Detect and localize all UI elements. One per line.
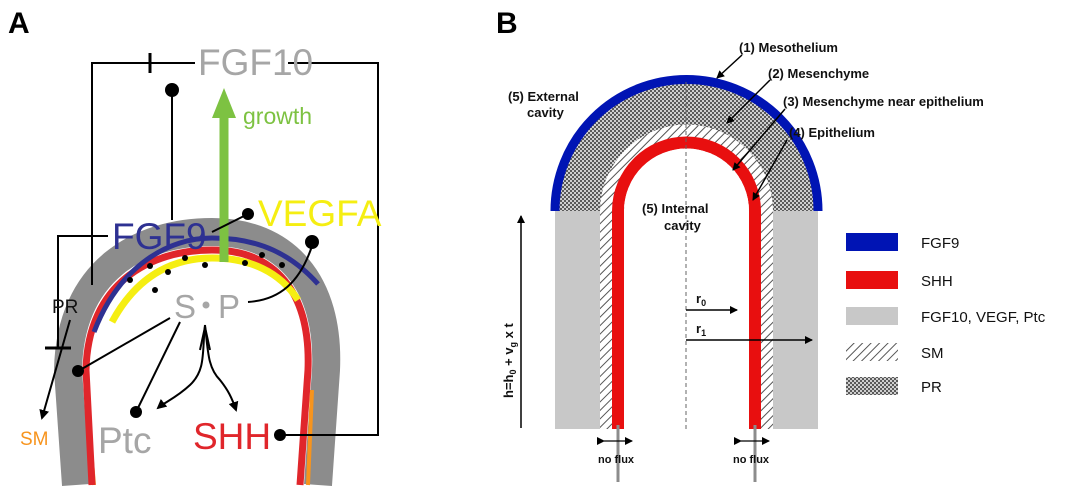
r1-label: r1 bbox=[696, 321, 706, 338]
no-flux-left-label: no flux bbox=[598, 454, 635, 466]
epithelium-pointer bbox=[752, 139, 788, 201]
legend-swatch-shh bbox=[846, 271, 898, 289]
fgf9-mesothelium-arc bbox=[550, 75, 823, 212]
legend-label-shh: SHH bbox=[921, 273, 953, 290]
fgf9-blue-layer bbox=[91, 235, 320, 333]
legend-swatch-fgf9 bbox=[846, 233, 898, 251]
external-cavity-label-1: (5) External bbox=[508, 89, 579, 104]
r0-label: r0 bbox=[696, 291, 706, 308]
legend-swatch-pr bbox=[846, 377, 898, 395]
growth-label: growth bbox=[243, 103, 312, 129]
legend-label-pr: PR bbox=[921, 379, 942, 396]
legend: FGF9 SHH FGF10, VEGF, Ptc SM PR bbox=[846, 233, 1046, 396]
fgf10-node-dot bbox=[165, 83, 179, 97]
no-flux-right-label: no flux bbox=[733, 454, 770, 466]
vegfa-to-p-line bbox=[247, 245, 313, 303]
sp-center-dot bbox=[202, 301, 210, 309]
sm-label: SM bbox=[20, 429, 49, 450]
internal-cavity-label-1: (5) Internal bbox=[642, 201, 708, 216]
fgf10-label: FGF10 bbox=[198, 42, 313, 83]
fgf9-to-vegfa-line bbox=[211, 214, 247, 233]
panel-b: B (1) Mesothelium (2) Mesenchyme bbox=[496, 7, 1046, 482]
vegfa-node-dot bbox=[242, 208, 254, 220]
s-label: S bbox=[174, 288, 196, 325]
legend-label-sm: SM bbox=[921, 345, 944, 362]
shh-junction-dot bbox=[274, 429, 286, 441]
mesenchyme-pointer bbox=[726, 79, 771, 124]
legend-swatch-fgf10 bbox=[846, 307, 898, 325]
panel-a: A bbox=[8, 7, 382, 486]
legend-label-fgf9: FGF9 bbox=[921, 235, 959, 252]
height-formula-label: h=h0 + vg x t bbox=[501, 322, 518, 398]
mesothelium-pointer bbox=[716, 54, 743, 79]
internal-cavity-label-2: cavity bbox=[664, 218, 702, 233]
mesenchyme-near-pointer bbox=[732, 108, 786, 171]
p-to-shh-arrow bbox=[204, 324, 239, 412]
legend-swatch-sm bbox=[846, 343, 898, 361]
epithelium-label: (4) Epithelium bbox=[789, 125, 875, 140]
vegfa-label: VEGFA bbox=[258, 193, 382, 234]
growth-arrow-head bbox=[212, 88, 236, 118]
shh-red-layer bbox=[82, 246, 312, 486]
shh-label: SHH bbox=[193, 416, 271, 457]
fgf9-label: FGF9 bbox=[112, 216, 207, 257]
p-label: P bbox=[218, 288, 240, 325]
ptc-label: Ptc bbox=[98, 420, 151, 461]
vegfa-yellow-layer bbox=[108, 254, 301, 324]
panel-b-letter: B bbox=[496, 7, 518, 40]
pr-to-sm-arrow bbox=[39, 319, 71, 420]
p-to-ptc-arrow bbox=[156, 324, 206, 410]
mesenchyme-label: (2) Mesenchyme bbox=[768, 66, 869, 81]
mesenchyme-near-label: (3) Mesenchyme near epithelium bbox=[783, 94, 984, 109]
panel-a-letter: A bbox=[8, 7, 30, 40]
vegfa-dot bbox=[305, 235, 319, 249]
ptc-node-dot bbox=[130, 406, 142, 418]
mesothelium-label: (1) Mesothelium bbox=[739, 40, 838, 55]
layer-node-dot bbox=[72, 365, 84, 377]
p-arrow-up-head bbox=[199, 326, 211, 351]
s-to-ptc-line bbox=[136, 321, 181, 411]
s-to-layer-line bbox=[79, 317, 171, 371]
legend-label-fgf10: FGF10, VEGF, Ptc bbox=[921, 309, 1046, 326]
pr-dots bbox=[127, 252, 285, 293]
external-cavity-label-2: cavity bbox=[527, 105, 565, 120]
fgf9-pr-bracket bbox=[57, 235, 108, 348]
pr-label: PR bbox=[52, 297, 78, 318]
